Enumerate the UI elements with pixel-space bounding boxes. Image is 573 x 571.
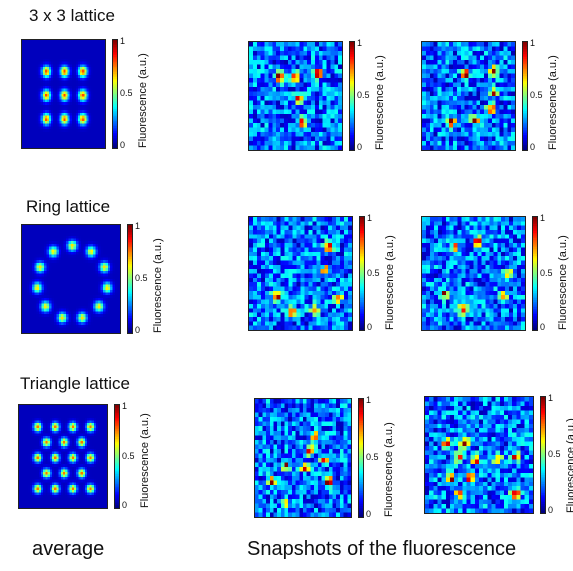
colorbar-label: Fluorescence (a.u.) [557,235,569,330]
colorbar-tick: 0.5 [120,88,133,98]
colorbar [359,216,365,331]
colorbar-tick: 0 [530,142,536,152]
average-caption: average [32,538,105,560]
colorbar [114,404,120,509]
colorbar-tick: 1 [366,395,372,405]
colorbar-label: Fluorescence (a.u.) [383,422,395,517]
colorbar-tick: 1 [357,38,363,48]
row-title-3x3: 3 x 3 lattice [29,6,115,25]
colorbar-label: Fluorescence (a.u.) [547,55,559,150]
row-title-triangle: Triangle lattice [20,374,130,393]
fluorescence-image [254,398,352,518]
fluorescence-image [18,404,108,509]
panel-ring-snapshot-1: 1 0.5 0 Fluorescence (a.u.) [248,213,408,332]
colorbar-tick: 0 [357,142,363,152]
colorbar [112,39,118,149]
colorbar-label: Fluorescence (a.u.) [152,238,164,333]
colorbar-tick: 0 [366,509,372,519]
colorbar-tick: 0 [122,500,128,510]
colorbar-tick: 0 [548,505,554,515]
colorbar-tick: 0 [135,325,141,335]
fluorescence-image [421,41,516,151]
panel-ring-average: 1 0.5 0 Fluorescence (a.u.) [21,221,176,335]
colorbar-tick: 0 [120,140,126,150]
colorbar-tick: 1 [367,213,373,223]
fluorescence-image [21,39,106,149]
panel-triangle-average: 1 0.5 0 Fluorescence (a.u.) [18,401,163,510]
colorbar-tick: 0.5 [122,450,135,461]
colorbar-label: Fluorescence (a.u.) [384,235,396,330]
colorbar [349,41,355,151]
colorbar-label: Fluorescence (a.u.) [374,55,386,150]
colorbar-tick: 1 [530,38,536,48]
row-title-ring: Ring lattice [26,197,111,216]
colorbar-tick: 1 [548,393,554,403]
colorbar-tick: 0.5 [366,452,379,462]
colorbar-tick: 1 [122,401,128,411]
colorbar-tick: 0.5 [367,267,380,278]
fluorescence-image [248,41,343,151]
panel-triangle-snapshot-1: 1 0.5 0 Fluorescence (a.u.) [254,395,407,519]
colorbar-tick: 1 [540,213,546,223]
colorbar-tick: 0.5 [548,449,561,459]
colorbar-label: Fluorescence (a.u.) [137,53,149,148]
fluorescence-image [424,396,534,514]
snapshots-caption: Snapshots of the fluorescence [247,538,517,560]
colorbar-tick: 0.5 [135,273,148,283]
colorbar [532,216,538,331]
colorbar-tick: 0.5 [530,90,543,100]
panel-3x3-average: 1 0.5 0 Fluorescence (a.u.) [21,36,161,150]
colorbar [358,398,364,518]
colorbar-tick: 1 [120,36,126,46]
colorbar-tick: 0 [540,322,546,332]
colorbar [540,396,546,514]
panel-3x3-snapshot-1: 1 0.5 0 Fluorescence (a.u.) [248,38,398,152]
panel-ring-snapshot-2: 1 0.5 0 Fluorescence (a.u.) [421,213,573,332]
panel-triangle-snapshot-2: 1 0.5 0 Fluorescence (a.u.) [424,393,573,515]
colorbar [522,41,528,151]
colorbar-label: Fluorescence (a.u.) [565,418,573,513]
colorbar-label: Fluorescence (a.u.) [139,413,151,508]
colorbar-tick: 0 [367,322,373,332]
colorbar-tick: 1 [135,221,141,231]
panel-3x3-snapshot-2: 1 0.5 0 Fluorescence (a.u.) [421,38,571,152]
fluorescence-image [421,216,526,331]
colorbar [127,224,133,334]
fluorescence-image [248,216,353,331]
fluorescence-image [21,224,121,334]
colorbar-tick: 0.5 [357,90,370,100]
colorbar-tick: 0.5 [540,267,553,278]
